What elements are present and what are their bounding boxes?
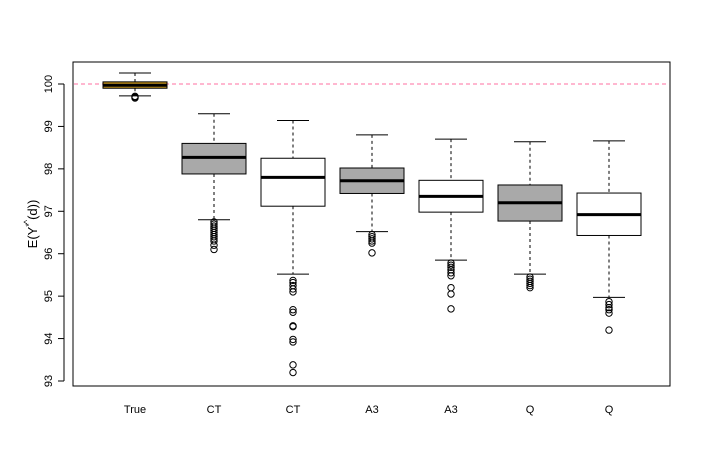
boxes-layer: [102, 72, 642, 377]
outlier-point: [289, 306, 297, 314]
x-tick-label: CT: [286, 404, 301, 416]
y-axis-title-base: E(Y: [25, 226, 40, 248]
outlier-point: [447, 305, 455, 313]
outlier-point: [605, 306, 613, 314]
box-group: [260, 119, 326, 377]
outlier-point: [605, 309, 613, 317]
outlier-point: [289, 335, 297, 344]
outlier-point: [447, 290, 455, 298]
y-tick-label: 97: [43, 205, 55, 217]
outlier-point: [605, 297, 613, 306]
y-tick-label: 98: [43, 163, 55, 175]
outlier-point: [289, 338, 297, 346]
outlier-point: [289, 361, 297, 369]
outlier-point: [289, 278, 297, 287]
y-tick-label: 99: [43, 120, 55, 132]
outlier-point: [368, 233, 376, 241]
outlier-point: [605, 300, 613, 309]
y-axis-title: E(Y*^(d)): [22, 200, 40, 249]
outlier-point: [289, 281, 297, 290]
y-axis-title-superscript: *: [24, 223, 34, 227]
outlier-point: [210, 245, 218, 254]
box-group: [576, 140, 642, 334]
outlier-point: [526, 275, 534, 283]
outlier-point: [447, 261, 455, 269]
outlier-point: [447, 263, 455, 271]
outlier-point: [210, 222, 218, 230]
outlier-point: [526, 277, 534, 285]
y-tick-label: 94: [43, 332, 55, 344]
outlier-point: [368, 235, 376, 243]
outlier-point: [289, 276, 297, 285]
x-axis-labels: True CT CT A3 A3 Q Q: [124, 404, 614, 416]
outlier-point: [447, 283, 455, 292]
outlier-point: [605, 326, 613, 334]
outlier-point: [368, 249, 376, 257]
box-group: [497, 141, 563, 292]
y-tick-label: 93: [43, 375, 55, 387]
outlier-point: [289, 368, 297, 377]
box-group: [102, 72, 168, 102]
x-tick-label: Q: [605, 404, 614, 416]
x-tick-label: Q: [526, 404, 535, 416]
outlier-point: [131, 92, 139, 101]
y-axis: 93 94 95 96 97 98 99 100: [43, 75, 65, 387]
box-iqr: [260, 157, 326, 207]
plot-frame: [72, 61, 671, 387]
box-group: [339, 134, 405, 257]
outlier-point: [447, 269, 455, 277]
y-axis-title-hat: ^: [22, 219, 32, 224]
y-axis-title-rest: (d)): [25, 200, 40, 220]
outlier-point: [289, 308, 297, 316]
y-tick-label: 95: [43, 290, 55, 302]
outlier-point: [526, 273, 534, 281]
outlier-point: [447, 259, 455, 267]
outlier-point: [368, 230, 376, 239]
x-tick-label: True: [124, 404, 146, 416]
outlier-point: [210, 220, 218, 228]
outlier-point: [210, 218, 218, 226]
outlier-point: [289, 322, 297, 330]
x-tick-label: CT: [207, 404, 222, 416]
y-tick-label: 100: [43, 75, 55, 93]
box-group: [418, 138, 484, 313]
x-tick-label: A3: [444, 404, 457, 416]
box-group: [181, 113, 247, 254]
y-tick-label: 96: [43, 248, 55, 260]
x-tick-label: A3: [365, 404, 378, 416]
